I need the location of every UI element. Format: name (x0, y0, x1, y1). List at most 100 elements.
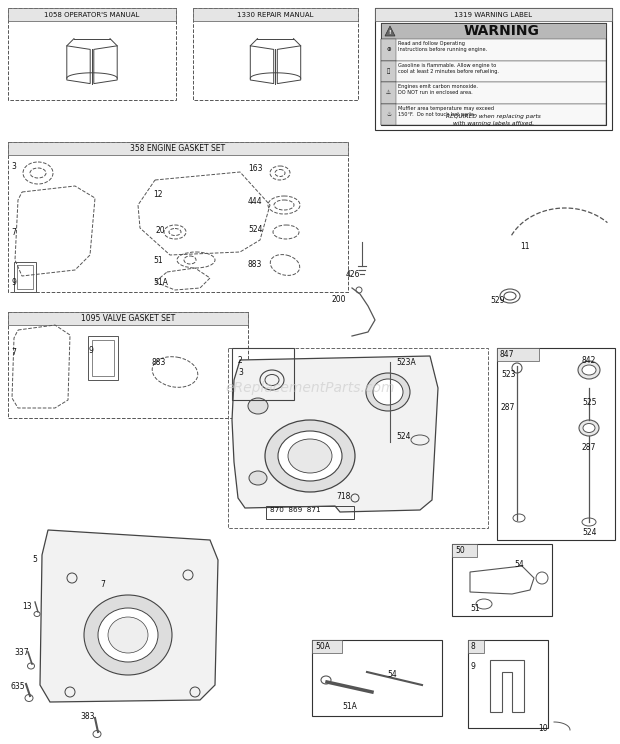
Bar (381, 39, 396, 60)
Text: 200: 200 (332, 295, 347, 304)
Text: 529: 529 (490, 296, 505, 305)
Bar (497, 348, 539, 361)
Bar (452, 544, 552, 616)
Text: 51: 51 (153, 256, 162, 265)
Text: 7: 7 (11, 228, 16, 237)
Text: 337: 337 (14, 648, 29, 657)
Text: 54: 54 (514, 560, 524, 569)
Bar (14, 262, 36, 292)
Text: 9: 9 (11, 278, 16, 287)
Ellipse shape (583, 423, 595, 432)
Text: !: ! (389, 30, 391, 34)
Text: 847: 847 (500, 350, 515, 359)
Bar (193, 8, 358, 21)
Polygon shape (250, 46, 273, 83)
Ellipse shape (248, 398, 268, 414)
Text: 11: 11 (520, 242, 529, 251)
Text: 51A: 51A (153, 278, 168, 287)
Ellipse shape (108, 617, 148, 653)
Text: 523A: 523A (396, 358, 416, 367)
Text: 3: 3 (11, 162, 16, 171)
Bar (266, 506, 354, 519)
Text: 13: 13 (22, 602, 32, 611)
Text: eReplacementParts.com: eReplacementParts.com (225, 381, 395, 395)
Text: 444: 444 (248, 197, 263, 206)
Bar (381, 103, 606, 125)
Bar (8, 312, 248, 325)
Ellipse shape (373, 379, 403, 405)
Bar (193, 8, 358, 100)
Polygon shape (94, 46, 117, 83)
Bar (88, 336, 118, 380)
Text: ⛽: ⛽ (387, 68, 390, 74)
Text: 8: 8 (471, 642, 476, 651)
Ellipse shape (98, 608, 158, 662)
Text: 1319 WARNING LABEL: 1319 WARNING LABEL (454, 11, 533, 18)
Ellipse shape (579, 420, 599, 436)
Text: 2: 2 (238, 356, 243, 365)
Ellipse shape (278, 431, 342, 481)
Bar (375, 8, 612, 130)
Text: ⊕: ⊕ (386, 48, 391, 52)
Bar (232, 348, 294, 400)
Text: 20: 20 (155, 226, 165, 235)
Text: 524: 524 (396, 432, 410, 441)
Text: 7: 7 (100, 580, 105, 589)
Text: Read and follow Operating
Instructions before running engine.: Read and follow Operating Instructions b… (398, 41, 487, 52)
Polygon shape (232, 356, 438, 512)
Bar (92, 340, 114, 376)
Text: 1330 REPAIR MANUAL: 1330 REPAIR MANUAL (237, 11, 314, 18)
Ellipse shape (84, 595, 172, 675)
Text: 870  869  871: 870 869 871 (270, 507, 321, 513)
Text: Muffler area temperature may exceed
150°F.  Do not touch hot parts.: Muffler area temperature may exceed 150°… (398, 106, 494, 117)
Bar (381, 23, 606, 39)
Text: Gasoline is flammable. Allow engine to
cool at least 2 minutes before refueling.: Gasoline is flammable. Allow engine to c… (398, 62, 499, 74)
Text: 358 ENGINE GASKET SET: 358 ENGINE GASKET SET (130, 144, 226, 153)
Polygon shape (277, 46, 301, 83)
Text: 3: 3 (238, 368, 243, 377)
Text: 1095 VALVE GASKET SET: 1095 VALVE GASKET SET (81, 314, 175, 323)
Text: Engines emit carbon monoxide.
DO NOT run in enclosed area.: Engines emit carbon monoxide. DO NOT run… (398, 84, 478, 95)
Text: 383: 383 (80, 712, 94, 721)
Text: 7: 7 (11, 348, 16, 357)
Text: 54: 54 (387, 670, 397, 679)
Bar (381, 103, 396, 125)
Text: 842: 842 (582, 356, 596, 365)
Bar (312, 640, 442, 716)
Text: 883: 883 (152, 358, 166, 367)
Bar (381, 82, 606, 103)
Text: 9: 9 (471, 662, 476, 671)
Bar (312, 640, 342, 653)
Text: WARNING: WARNING (464, 24, 539, 38)
Text: 10: 10 (538, 724, 547, 733)
Text: 426: 426 (346, 270, 360, 279)
Ellipse shape (582, 365, 596, 375)
Bar (381, 82, 396, 103)
Bar (468, 640, 484, 653)
Bar (8, 8, 176, 100)
Ellipse shape (249, 471, 267, 485)
Bar (375, 8, 612, 21)
Bar (452, 544, 477, 557)
Text: 718: 718 (336, 492, 350, 501)
Text: 525: 525 (582, 398, 596, 407)
Ellipse shape (265, 420, 355, 492)
Text: 51: 51 (470, 604, 480, 613)
Text: 635: 635 (10, 682, 25, 691)
Bar (8, 142, 348, 155)
Bar (381, 60, 606, 82)
Text: 50A: 50A (315, 642, 330, 651)
Text: 9: 9 (88, 346, 93, 355)
Text: 523: 523 (501, 370, 515, 379)
Text: 883: 883 (248, 260, 262, 269)
Bar (381, 23, 606, 125)
Bar (468, 640, 548, 728)
Text: 163: 163 (248, 164, 262, 173)
Text: 287: 287 (501, 403, 515, 412)
Ellipse shape (578, 361, 600, 379)
Bar (497, 348, 615, 540)
Text: 524: 524 (582, 528, 596, 537)
Bar (8, 8, 176, 21)
Text: 12: 12 (153, 190, 162, 199)
Ellipse shape (366, 373, 410, 411)
